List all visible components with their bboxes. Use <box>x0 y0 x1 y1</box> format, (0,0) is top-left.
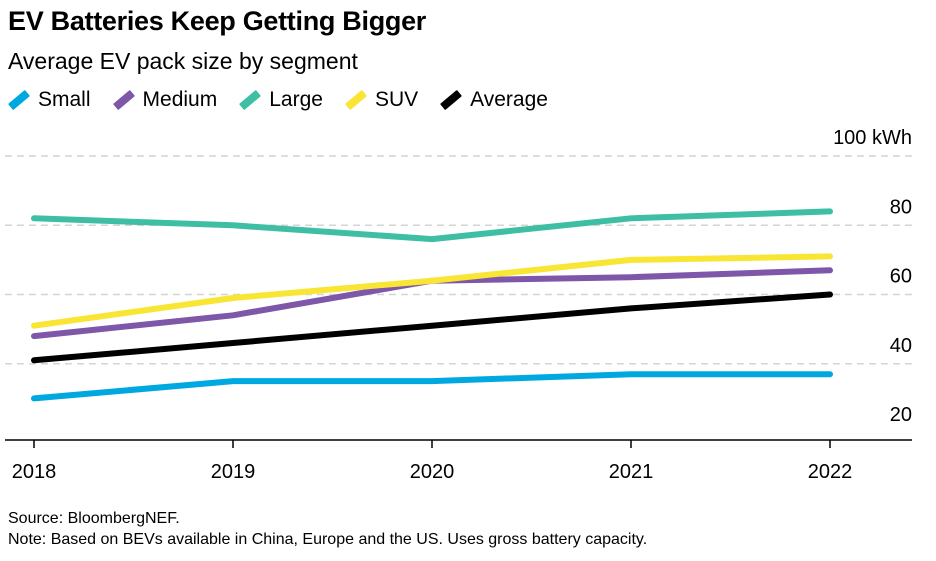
series-line-small <box>31 371 833 402</box>
series-line-average <box>31 291 833 364</box>
y-tick-label-60: 60 <box>890 266 912 288</box>
chart-footer: Source: BloombergNEF. Note: Based on BEV… <box>8 508 647 550</box>
legend-item-suv: SUV <box>344 88 419 112</box>
chart-subtitle: Average EV pack size by segment <box>8 48 358 74</box>
chart-legend: Small Medium Large SUV Average <box>8 88 570 112</box>
legend-label-small: Small <box>38 88 91 111</box>
x-tick-label-2019: 2019 <box>211 461 256 483</box>
legend-item-medium: Medium <box>112 88 218 112</box>
x-tick-label-2018: 2018 <box>12 461 57 483</box>
legend-item-average: Average <box>440 88 548 112</box>
legend-label-average: Average <box>470 88 548 111</box>
y-tick-label-100: 100 kWh <box>833 127 912 149</box>
source-text: Source: BloombergNEF. <box>8 510 180 527</box>
chart-title: EV Batteries Keep Getting Bigger <box>8 6 426 36</box>
legend-item-large: Large <box>239 88 323 112</box>
y-tick-label-40: 40 <box>890 335 912 357</box>
x-tick-label-2020: 2020 <box>410 461 455 483</box>
x-tick-label-2022: 2022 <box>808 461 853 483</box>
y-tick-label-80: 80 <box>890 196 912 218</box>
legend-label-suv: SUV <box>374 88 419 111</box>
x-tick-label-2021: 2021 <box>609 461 654 483</box>
note-text: Note: Based on BEVs available in China, … <box>8 531 648 548</box>
legend-item-small: Small <box>8 88 91 112</box>
legend-label-medium: Medium <box>142 88 218 111</box>
y-tick-label-20: 20 <box>890 404 912 426</box>
series-line-suv <box>31 253 833 329</box>
series-line-large <box>31 208 833 243</box>
legend-label-large: Large <box>269 88 323 111</box>
